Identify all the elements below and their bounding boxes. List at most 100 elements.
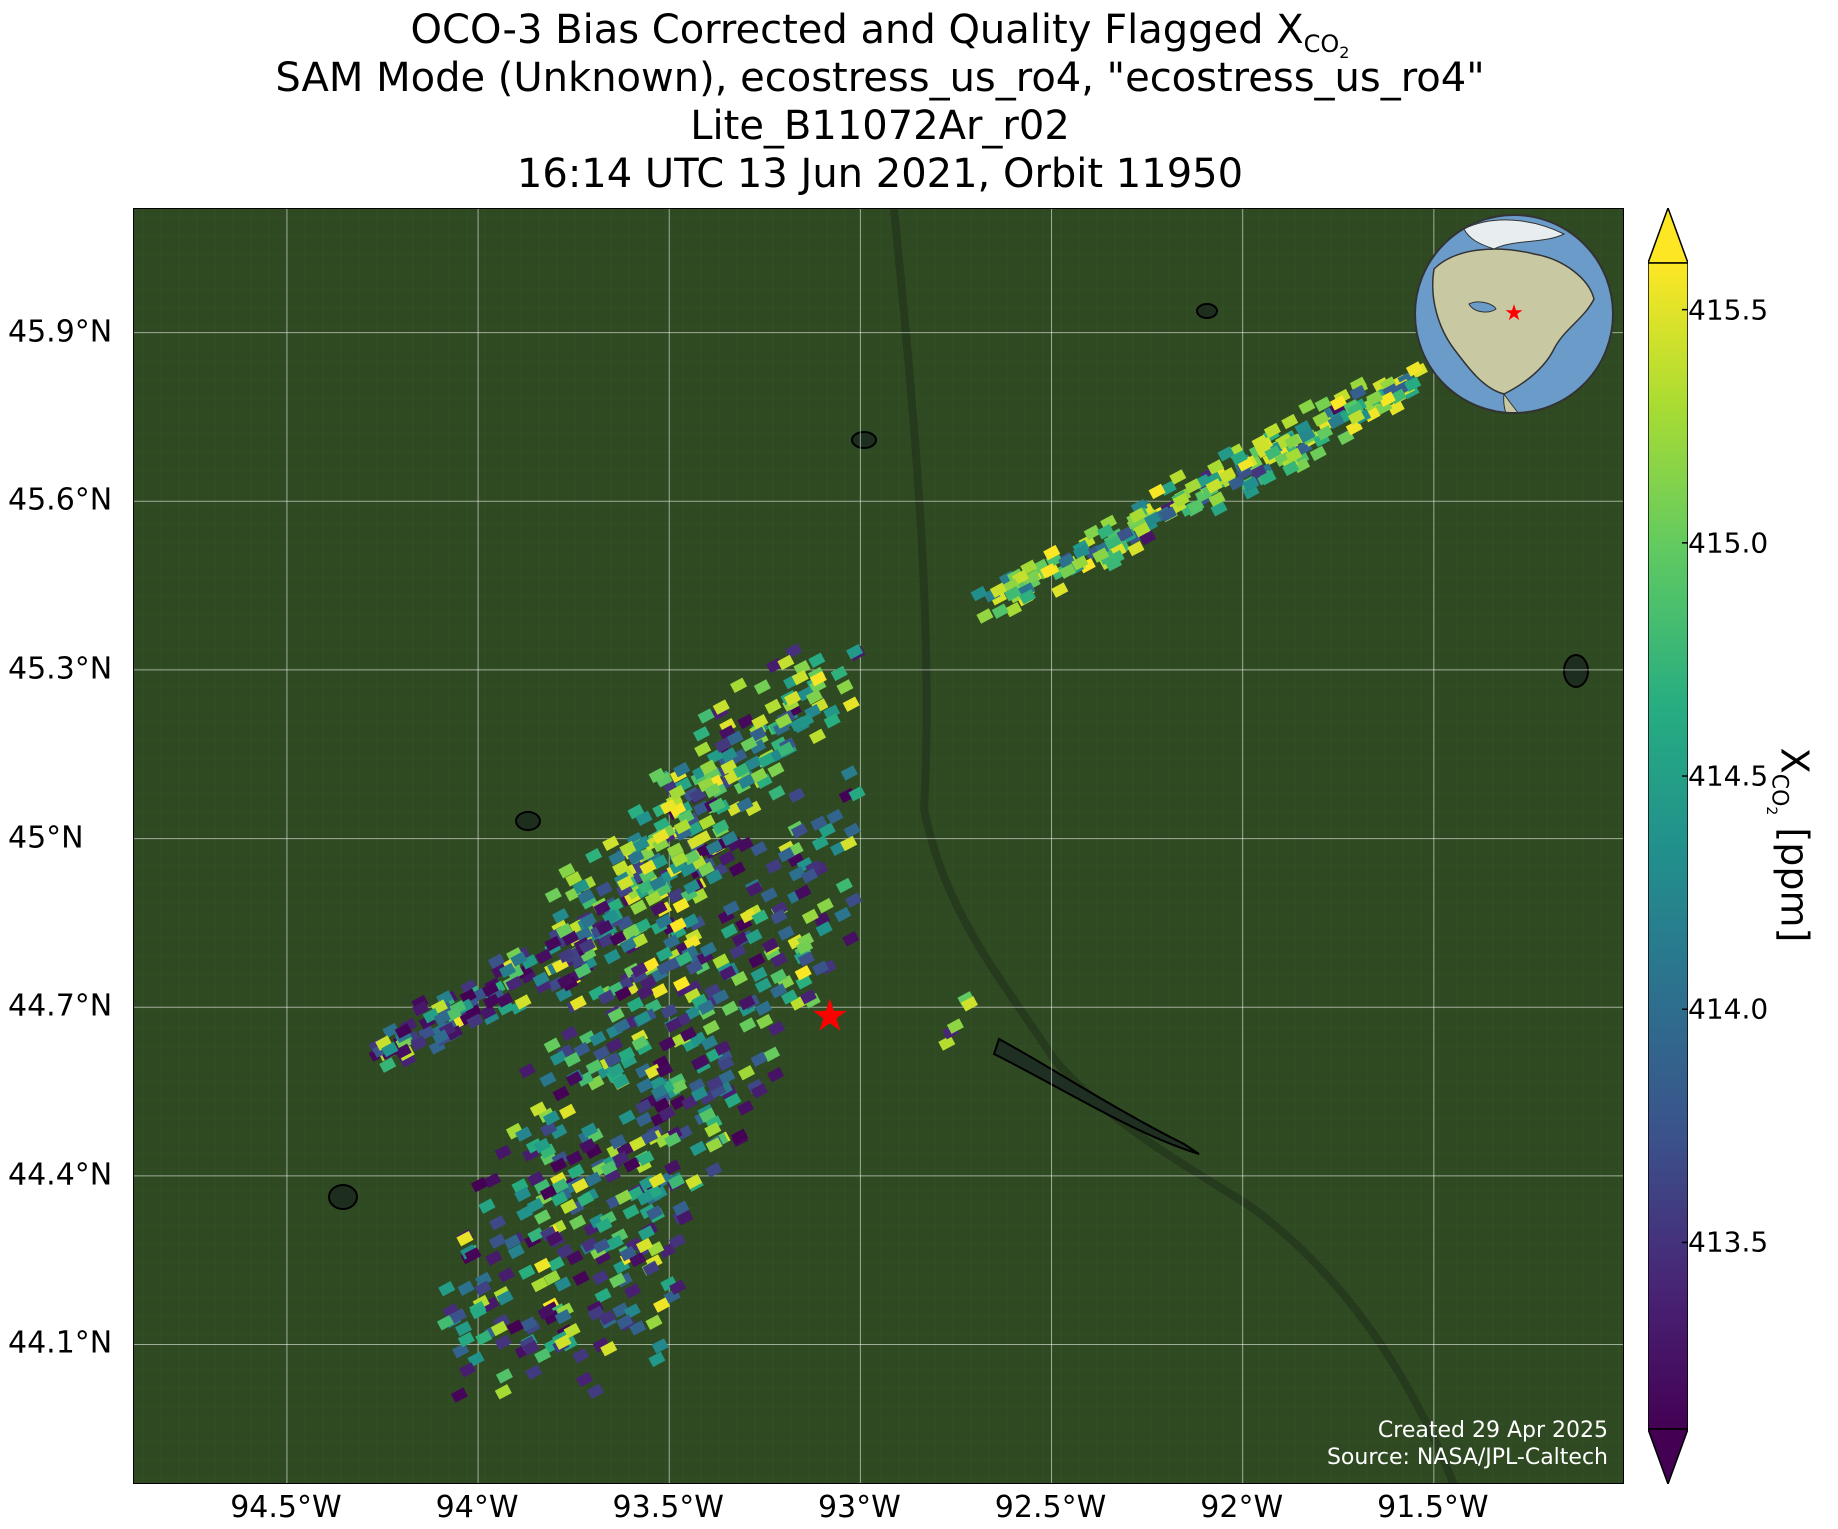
sounding-footprint <box>1148 483 1166 500</box>
sounding-footprint <box>769 983 788 999</box>
sounding-footprint <box>635 1098 653 1115</box>
sounding-footprint <box>1255 442 1273 459</box>
sounding-footprint <box>649 875 667 892</box>
sounding-footprint <box>712 699 730 715</box>
sounding-footprint <box>659 798 678 815</box>
sounding-footprint <box>559 1103 577 1120</box>
sounding-footprint <box>533 1257 552 1274</box>
sounding-footprint <box>801 908 819 925</box>
sounding-footprint <box>518 1264 536 1280</box>
sounding-footprint <box>1130 498 1148 515</box>
sounding-footprint <box>1281 413 1299 430</box>
sounding-footprint <box>653 817 671 833</box>
sounding-footprint <box>660 1003 678 1019</box>
sounding-footprint <box>644 1063 662 1080</box>
map-title-line3: Lite_B11072Ar_r02 <box>690 103 1070 149</box>
sounding-footprint <box>688 1078 706 1094</box>
sounding-footprint <box>1405 361 1423 377</box>
sounding-footprint <box>1285 447 1303 464</box>
sounding-footprint <box>585 848 603 864</box>
sounding-footprint <box>639 975 657 991</box>
sounding-footprint <box>533 1209 552 1225</box>
sounding-footprint <box>726 836 744 852</box>
colorbar-tick-label: 415.0 <box>1688 526 1769 560</box>
sounding-footprint <box>705 1162 723 1178</box>
sounding-footprint <box>593 1249 612 1265</box>
sounding-footprint <box>511 1178 529 1194</box>
sounding-footprint <box>719 965 737 981</box>
sounding-footprint <box>719 1084 738 1101</box>
sounding-footprint <box>484 1172 502 1188</box>
sounding-footprint <box>598 989 616 1005</box>
sounding-footprint <box>726 730 744 746</box>
lake-pepin <box>992 1037 1200 1155</box>
sounding-footprint <box>664 1132 682 1148</box>
sounding-footprint <box>818 822 836 838</box>
sounding-footprint <box>679 1026 697 1042</box>
sounding-footprint <box>449 1308 467 1324</box>
sounding-footprint <box>623 1157 641 1173</box>
sounding-footprint <box>550 1191 568 1207</box>
map-panel: ★ ★ <box>133 208 1624 1484</box>
sounding-footprint <box>459 1010 477 1026</box>
lat-tick-label: 44.1°N <box>8 1325 113 1361</box>
sounding-footprint <box>550 1123 568 1140</box>
lat-tick-label: 45.6°N <box>8 482 113 518</box>
sounding-footprint <box>718 1069 736 1085</box>
sounding-footprint <box>399 1052 417 1068</box>
sounding-footprint <box>811 835 829 851</box>
sounding-footprint <box>794 884 812 900</box>
sounding-footprint <box>552 1085 570 1102</box>
sounding-footprint <box>1316 425 1334 441</box>
sounding-footprint <box>544 935 562 952</box>
sounding-footprint <box>576 1371 594 1388</box>
sounding-footprint <box>555 922 573 939</box>
sounding-footprint <box>433 1010 451 1026</box>
sounding-footprint <box>683 879 701 895</box>
sounding-footprint <box>650 983 668 999</box>
sounding-footprint <box>1092 547 1110 563</box>
sounding-footprint <box>722 900 740 916</box>
sounding-footprint <box>525 1364 543 1380</box>
sounding-footprint <box>685 959 703 975</box>
sounding-footprint <box>613 1018 631 1034</box>
sounding-footprint <box>681 1094 699 1111</box>
sounding-footprint <box>777 925 795 941</box>
sounding-footprint <box>689 1140 707 1157</box>
sounding-footprint <box>604 1052 622 1068</box>
sounding-footprint <box>619 1245 637 1262</box>
lat-tick-label: 45.9°N <box>8 314 113 350</box>
sounding-footprint <box>803 993 821 1009</box>
sounding-footprint <box>666 842 684 858</box>
sounding-footprint <box>637 1225 655 1241</box>
sounding-footprint <box>1116 526 1134 542</box>
sounding-footprint <box>745 928 763 945</box>
sounding-footprint <box>755 773 773 789</box>
sounding-footprint <box>505 976 523 992</box>
sounding-footprint <box>624 1283 642 1299</box>
sounding-footprint <box>1040 563 1058 579</box>
sounding-footprint <box>483 993 501 1009</box>
sounding-footprint <box>1264 445 1282 461</box>
sounding-footprint <box>554 1309 572 1325</box>
sounding-footprint <box>1045 552 1063 568</box>
sounding-footprint <box>714 1040 732 1056</box>
sounding-footprint <box>1143 511 1162 528</box>
sounding-footprint <box>787 851 805 868</box>
sounding-footprint <box>810 815 828 831</box>
sounding-footprint <box>650 900 668 917</box>
sounding-footprint <box>651 1338 669 1354</box>
sounding-footprint <box>497 1000 515 1016</box>
sounding-footprint <box>1219 467 1237 483</box>
sounding-footprint <box>655 913 673 930</box>
sounding-footprint <box>572 878 590 895</box>
sounding-footprint <box>1059 563 1077 579</box>
sounding-footprint <box>635 810 653 827</box>
sounding-footprint <box>791 669 809 686</box>
sounding-footprint <box>836 679 854 695</box>
sounding-footprint <box>658 1106 676 1122</box>
globe-land <box>1431 248 1595 395</box>
sounding-footprint <box>456 1230 474 1247</box>
sounding-footprint <box>574 963 592 979</box>
lon-tick-label: 94°W <box>435 1490 519 1525</box>
